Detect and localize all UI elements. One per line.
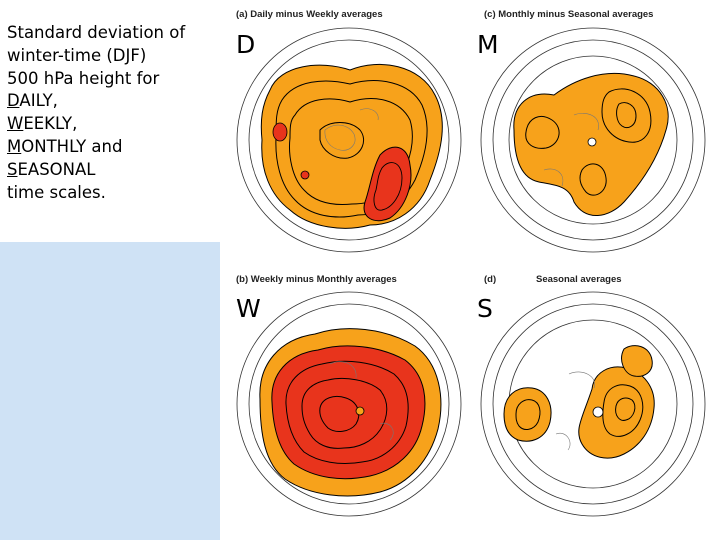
panel-b-letter: W <box>236 294 261 323</box>
panel-c-map <box>480 27 706 253</box>
panel-c-contours <box>525 88 652 196</box>
panel-d-white-spot <box>592 406 604 418</box>
panel-b-latitude-circles <box>236 291 462 517</box>
caption-seasonal-initial: S <box>7 159 18 179</box>
panel-a-red-region-east <box>363 146 412 222</box>
caption-line-3: 500 hPa height for <box>7 68 160 88</box>
panel-b-contours <box>285 360 409 465</box>
caption-text-block: Standard deviation of winter-time (DJF) … <box>0 0 220 242</box>
panel-a-red-spot-small <box>300 170 310 180</box>
panel-d-letter: S <box>477 294 493 323</box>
caption-daily-rest: AILY, <box>19 91 58 111</box>
panel-b-orange-spot <box>355 406 365 416</box>
panel-d-orange-east <box>578 366 655 459</box>
panel-d-orange-northeast <box>621 345 653 377</box>
map-grid: (a) Daily minus Weekly averages D (c) Mo… <box>222 0 720 540</box>
caption-seasonal-rest: EASONAL <box>17 159 96 179</box>
panel-b-title: (b) Weekly minus Monthly averages <box>236 274 397 285</box>
panel-b-red-region <box>271 345 426 480</box>
caption-line-2: winter-time (DJF) <box>7 45 147 65</box>
panel-d-coastlines <box>555 371 595 451</box>
panel-a-latitude-circles <box>236 27 462 253</box>
caption-line-1: Standard deviation of <box>7 23 186 42</box>
caption-line-8: time scales. <box>7 182 106 202</box>
caption-monthly-rest: ONTHLY and <box>21 136 123 156</box>
panel-d-contours <box>515 384 644 437</box>
caption-line-weekly: WEEKLY, <box>7 113 220 136</box>
panel-b-coastlines <box>329 361 394 441</box>
panel-c-letter: M <box>477 30 499 59</box>
panel-c-coastlines <box>543 112 599 187</box>
caption-weekly-rest: EEKLY, <box>23 114 78 134</box>
panel-c-title: (c) Monthly minus Seasonal averages <box>484 9 654 20</box>
panel-a-letter: D <box>236 30 256 59</box>
panel-a-coastlines <box>324 108 379 151</box>
panel-d-map <box>480 291 706 517</box>
panel-b-map <box>236 291 462 517</box>
caption-line-monthly: MONTHLY and <box>7 136 220 159</box>
panel-c-latitude-circles <box>480 27 706 253</box>
panel-a-title: (a) Daily minus Weekly averages <box>236 9 383 20</box>
panel-d-title: Seasonal averages <box>536 274 622 285</box>
panel-a-map <box>236 27 462 253</box>
panel-a-red-contours <box>373 162 403 211</box>
caption-line-seasonal: SEASONAL <box>7 159 220 182</box>
caption-monthly-initial: M <box>7 136 22 156</box>
caption-line-daily: DAILY, <box>7 90 220 113</box>
panel-c-white-spot <box>587 137 597 147</box>
panel-a-red-spot-west <box>272 122 288 142</box>
panel-d-orange-west <box>503 387 552 442</box>
caption-weekly-initial: W <box>7 114 24 134</box>
panel-d-label: (d) <box>484 274 497 285</box>
caption-daily-initial: D <box>7 91 20 111</box>
